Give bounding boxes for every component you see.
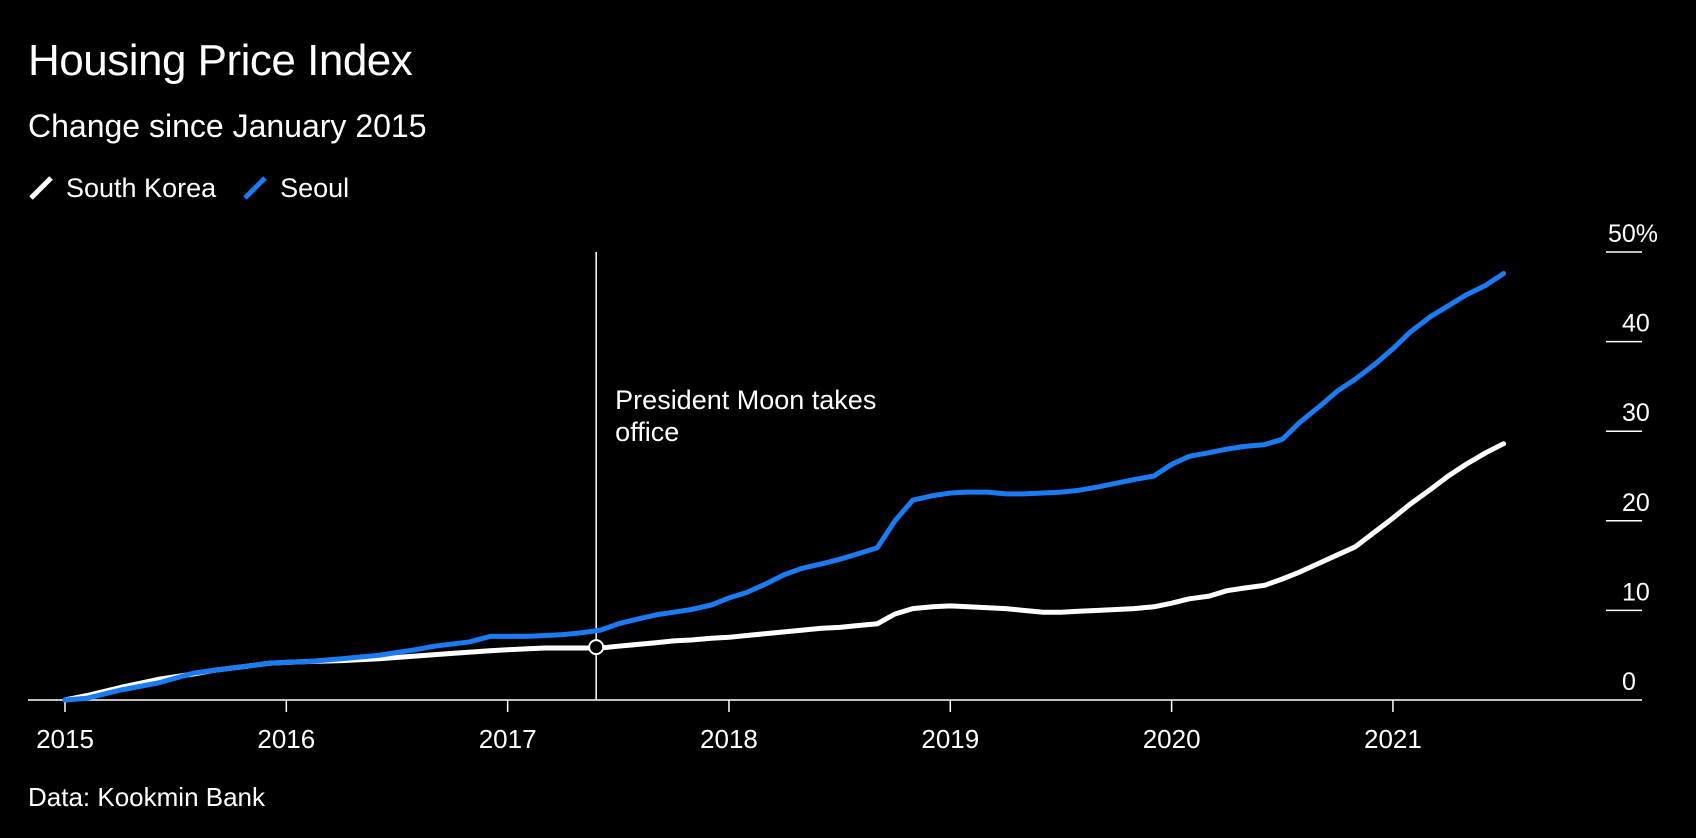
series-line-seoul: [62, 271, 1507, 703]
legend-swatch-south-korea: [29, 176, 53, 200]
y-tick-label-0: 0: [1622, 668, 1636, 696]
annotation-marker: [588, 639, 605, 656]
legend-label-south-korea: South Korea: [66, 172, 217, 203]
legend-item-south-korea: South Korea: [28, 173, 216, 204]
x-tick-label-2017: 2017: [479, 724, 537, 754]
y-tick-label-30: 30: [1622, 399, 1650, 427]
x-tick-label-2018: 2018: [700, 724, 758, 754]
x-tick-label-2015: 2015: [36, 724, 94, 754]
chart-title: Housing Price Index: [28, 36, 413, 85]
y-tick-label-10: 10: [1622, 578, 1650, 606]
legend-swatch-seoul: [243, 176, 267, 200]
legend-item-seoul: Seoul: [242, 173, 349, 204]
series-line-south-korea: [62, 441, 1507, 703]
x-tick-label-2019: 2019: [921, 724, 979, 754]
data-source: Data: Kookmin Bank: [28, 782, 266, 812]
y-tick-label-40: 40: [1622, 310, 1650, 338]
annotation-label-line: office: [615, 417, 679, 447]
legend: South Korea Seoul: [28, 170, 375, 206]
x-tick-label-2020: 2020: [1143, 724, 1201, 754]
x-tick-label-2016: 2016: [257, 724, 315, 754]
annotation-label-line: President Moon takes: [615, 385, 876, 415]
legend-label-seoul: Seoul: [280, 172, 350, 203]
annotation-label: President Moon takes office: [615, 385, 876, 447]
y-tick-label-50: 50%: [1608, 220, 1658, 248]
y-tick-label-20: 20: [1622, 489, 1650, 517]
chart-subtitle: Change since January 2015: [28, 108, 427, 144]
x-tick-label-2021: 2021: [1364, 724, 1422, 754]
